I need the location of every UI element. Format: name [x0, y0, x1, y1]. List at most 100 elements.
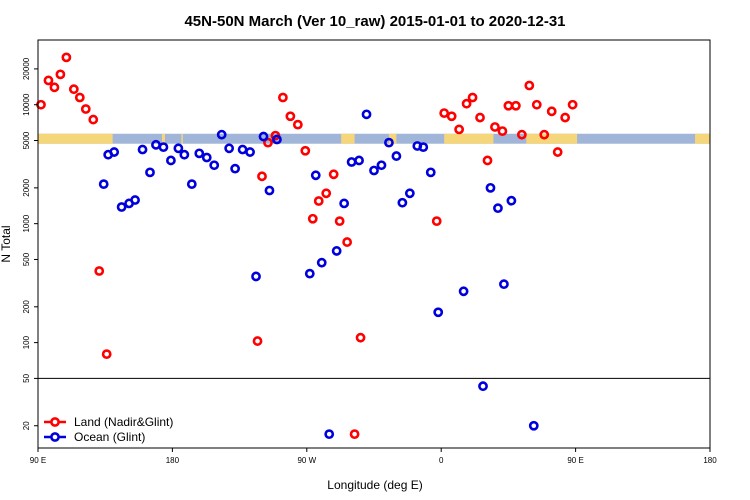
y-tick-label: 10000 — [22, 93, 31, 116]
ocean-point — [98, 179, 109, 190]
ocean-point — [316, 257, 327, 268]
land-point — [285, 111, 296, 122]
ocean-point — [245, 147, 255, 157]
y-tick-label: 20000 — [22, 57, 31, 80]
land-point — [80, 104, 91, 114]
land-point — [552, 147, 563, 157]
ocean-point — [369, 165, 379, 176]
ocean-point — [425, 167, 436, 178]
land-point — [292, 119, 303, 130]
series-ocean — [98, 109, 539, 440]
ocean-point — [478, 381, 488, 392]
ocean-point — [209, 160, 220, 171]
ocean-point — [145, 167, 155, 178]
ocean-point — [201, 152, 212, 163]
y-tick-label: 1000 — [22, 214, 31, 232]
y-axis-label: N Total — [0, 225, 13, 262]
land-point — [278, 92, 288, 103]
ocean-point — [397, 197, 408, 208]
legend-entry-label: Land (Nadir&Glint) — [74, 415, 173, 429]
data-series — [36, 52, 578, 440]
land-point — [524, 80, 535, 91]
ocean-point — [485, 182, 496, 193]
land-point — [342, 237, 353, 247]
land-ocean-band — [38, 133, 710, 144]
land-point — [43, 75, 54, 86]
ocean-point — [361, 109, 372, 120]
ocean-point — [376, 160, 387, 171]
land-point — [355, 332, 366, 343]
x-tick-label: 90 W — [297, 456, 316, 465]
land-point — [482, 155, 493, 166]
ocean-point — [528, 420, 539, 431]
ocean-point — [384, 137, 394, 148]
legend-swatch-marker — [50, 417, 60, 427]
ocean-point — [130, 195, 140, 205]
legend: Land (Nadir&Glint)Ocean (Glint) — [44, 415, 173, 444]
land-point — [313, 196, 324, 206]
ocean-point — [324, 429, 335, 440]
land-point — [490, 122, 500, 132]
ocean-point — [224, 143, 235, 154]
legend-swatch-marker — [50, 432, 60, 442]
ocean-point — [304, 268, 315, 279]
y-axis: 20 50 100 200 500 1000 2000 5000 10000 20000 — [22, 57, 38, 430]
land-point — [88, 114, 99, 125]
land-point — [531, 99, 542, 110]
land-point — [446, 111, 457, 122]
land-point — [257, 171, 267, 182]
ocean-point — [272, 134, 282, 145]
ocean-point — [230, 163, 241, 174]
land-point — [74, 92, 85, 103]
land-band-segment — [161, 133, 165, 144]
ocean-point — [499, 279, 509, 290]
x-axis-label: Longitude (deg E) — [327, 478, 422, 492]
ocean-point — [418, 142, 429, 153]
ocean-point — [433, 307, 444, 318]
land-point — [263, 137, 273, 148]
legend-entry-label: Ocean (Glint) — [74, 430, 145, 444]
ocean-point — [258, 131, 269, 142]
land-point — [439, 108, 450, 119]
land-point — [252, 336, 263, 346]
land-band-segment — [444, 133, 494, 144]
series-land — [36, 52, 578, 440]
ocean-band — [38, 133, 710, 144]
ocean-point — [506, 195, 517, 206]
ocean-point — [116, 202, 127, 212]
ocean-point — [137, 144, 148, 155]
ocean-point — [310, 170, 321, 181]
chart-title: 45N-50N March (Ver 10_raw) 2015-01-01 to… — [184, 13, 565, 30]
land-point — [61, 52, 72, 63]
land-point — [510, 100, 521, 111]
ocean-point — [339, 198, 350, 209]
land-band-segment — [38, 133, 113, 144]
x-tick-label: 90 E — [567, 456, 583, 465]
ocean-point — [173, 143, 184, 154]
y-tick-label: 5000 — [22, 131, 31, 149]
y-tick-label: 100 — [22, 335, 31, 349]
land-point — [461, 98, 472, 109]
land-point — [321, 188, 332, 199]
ocean-point — [391, 151, 402, 161]
ocean-point — [158, 142, 169, 153]
land-point — [334, 216, 345, 227]
land-point — [431, 216, 442, 227]
land-point — [546, 106, 557, 117]
ocean-point — [109, 147, 120, 157]
land-point — [94, 266, 105, 276]
y-tick-label: 200 — [22, 300, 31, 314]
ocean-point — [194, 148, 205, 159]
land-point — [475, 112, 485, 123]
x-axis: 90 E 180 90 W 0 90 E 180 — [30, 448, 717, 465]
y-tick-label: 50 — [22, 373, 31, 382]
land-point — [539, 129, 550, 140]
land-point — [300, 145, 311, 156]
land-point — [55, 69, 66, 80]
y-tick-label: 500 — [22, 252, 31, 266]
land-point — [516, 129, 527, 140]
y-tick-label: 2000 — [22, 178, 31, 196]
ocean-point — [458, 286, 469, 297]
land-band-segment — [526, 133, 578, 144]
